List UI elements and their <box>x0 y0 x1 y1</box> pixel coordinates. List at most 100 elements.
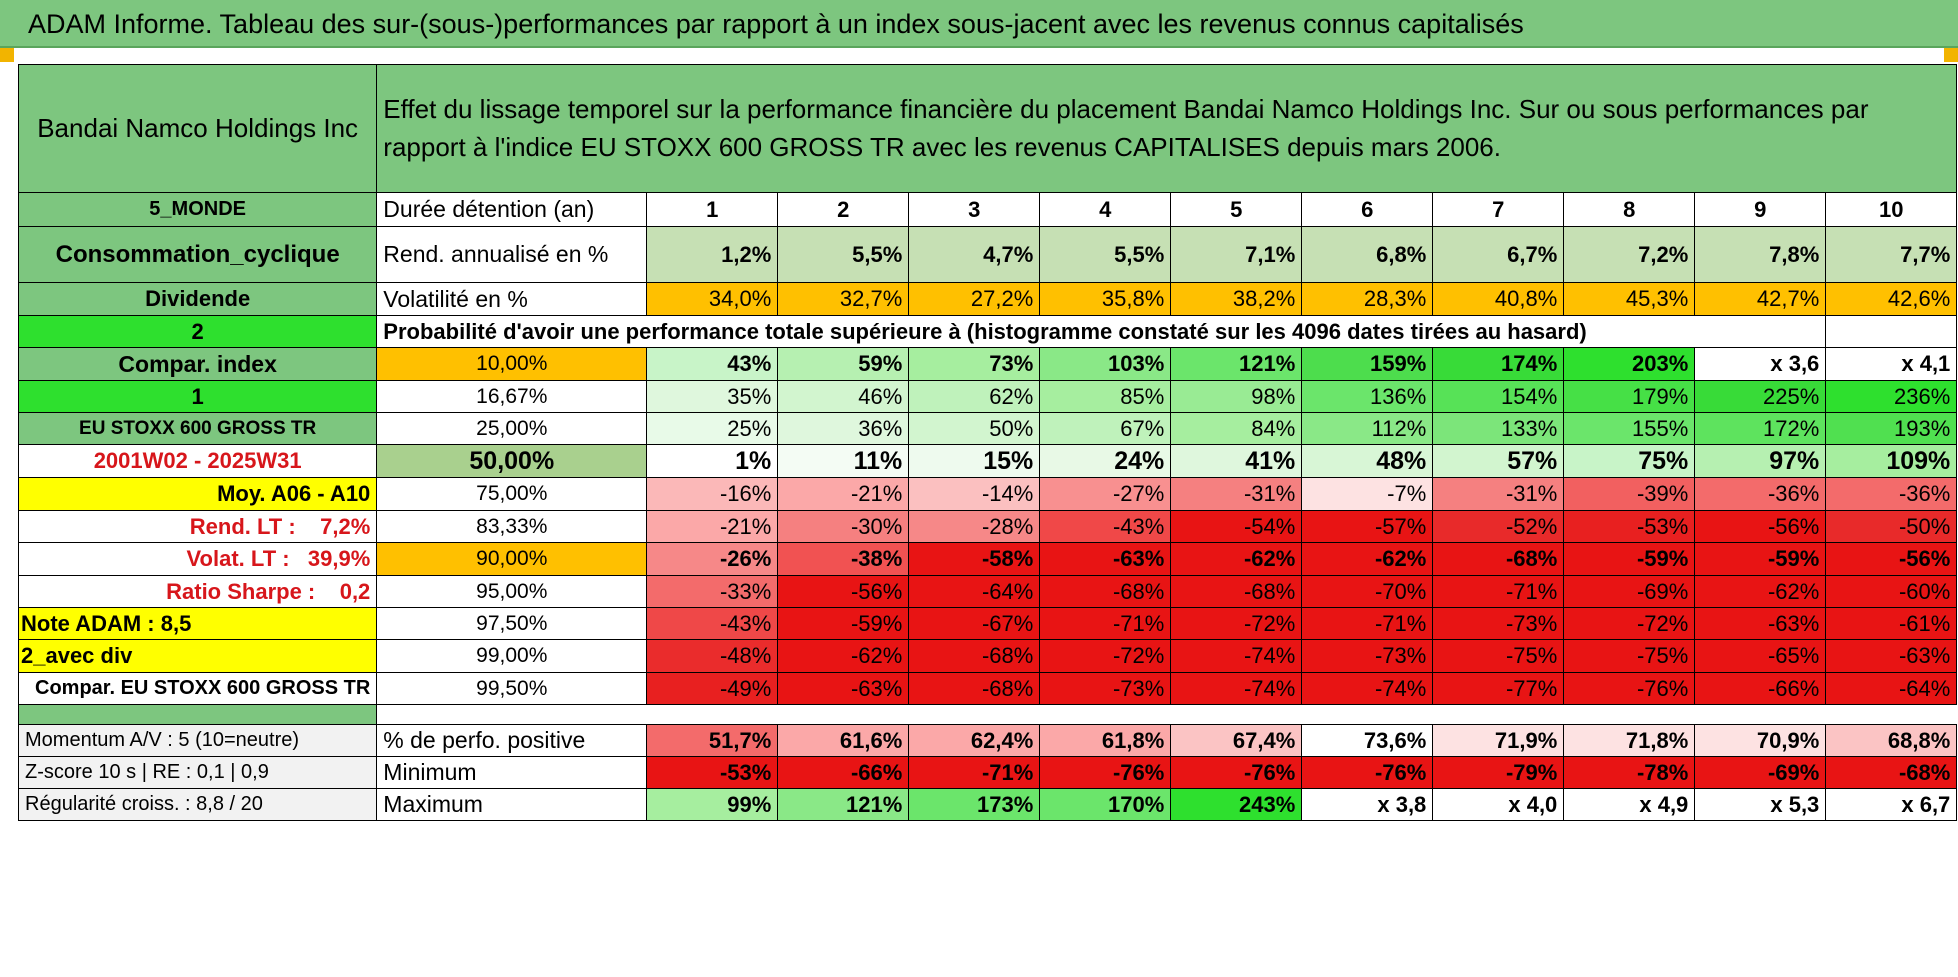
percentile-value: -65% <box>1694 639 1827 673</box>
percentile-value: 154% <box>1432 380 1565 413</box>
percentile-value: -67% <box>908 607 1041 640</box>
stat-value: x 6,7 <box>1825 788 1958 821</box>
percentile-value: -54% <box>1170 510 1303 543</box>
percentile-label: 75,00% <box>376 477 648 511</box>
vol-value: 27,2% <box>908 282 1041 316</box>
rend-value: 6,8% <box>1301 226 1434 283</box>
percentile-label: 95,00% <box>376 575 648 608</box>
vol-value: 34,0% <box>646 282 779 316</box>
percentile-value: -71% <box>1432 575 1565 608</box>
percentile-label: 97,50% <box>376 607 648 640</box>
vol-value: 42,6% <box>1825 282 1958 316</box>
percentile-value: 43% <box>646 347 779 381</box>
percentile-value: -63% <box>777 672 910 705</box>
percentile-value: 59% <box>777 347 910 381</box>
rend-value: 5,5% <box>777 226 910 283</box>
percentile-value: -56% <box>777 575 910 608</box>
percentile-value: -68% <box>908 672 1041 705</box>
stat-value: -76% <box>1039 756 1172 789</box>
percentile-value: -62% <box>1301 542 1434 576</box>
percentile-value: -33% <box>646 575 779 608</box>
vol-value: 32,7% <box>777 282 910 316</box>
percentile-value: -72% <box>1170 607 1303 640</box>
performance-table: Bandai Namco Holdings Inc Effet du lissa… <box>17 64 1958 821</box>
side-info-cell: Volat. LT : 39,9% <box>17 542 378 576</box>
side-info-cell: Moy. A06 - A10 <box>17 477 378 511</box>
zone-label: 5_MONDE <box>17 192 378 227</box>
percentile-value: 15% <box>908 444 1041 478</box>
rend-value: 6,7% <box>1432 226 1565 283</box>
rend-value: 7,1% <box>1170 226 1303 283</box>
stat-label: Maximum <box>376 788 648 821</box>
percentile-value: 193% <box>1825 412 1958 445</box>
percentile-value: -73% <box>1301 639 1434 673</box>
empty-cell <box>1825 315 1958 348</box>
stat-label: % de perfo. positive <box>376 724 648 757</box>
percentile-value: -61% <box>1825 607 1958 640</box>
rend-value: 5,5% <box>1039 226 1172 283</box>
stat-value: x 5,3 <box>1694 788 1827 821</box>
side-info-cell: Compar. EU STOXX 600 GROSS TR <box>17 672 378 705</box>
side-info-cell: Compar. index <box>17 347 378 381</box>
year-header-4: 4 <box>1039 192 1172 227</box>
sector-label: Consommation_cyclique <box>17 226 378 283</box>
percentile-value: 48% <box>1301 444 1434 478</box>
stat-value: 173% <box>908 788 1041 821</box>
stat-value: -76% <box>1301 756 1434 789</box>
percentile-value: -68% <box>908 639 1041 673</box>
percentile-value: 24% <box>1039 444 1172 478</box>
percentile-value: -31% <box>1432 477 1565 511</box>
percentile-value: -63% <box>1694 607 1827 640</box>
percentile-value: x 3,6 <box>1694 347 1827 381</box>
percentile-value: -59% <box>1563 542 1696 576</box>
stat-value: 243% <box>1170 788 1303 821</box>
stat-value: 68,8% <box>1825 724 1958 757</box>
percentile-value: 98% <box>1170 380 1303 413</box>
stat-value: -71% <box>908 756 1041 789</box>
percentile-value: 109% <box>1825 444 1958 478</box>
vol-value: 38,2% <box>1170 282 1303 316</box>
percentile-value: -62% <box>1170 542 1303 576</box>
stat-value: -69% <box>1694 756 1827 789</box>
percentile-value: -27% <box>1039 477 1172 511</box>
percentile-value: -77% <box>1432 672 1565 705</box>
percentile-value: -38% <box>777 542 910 576</box>
percentile-value: 97% <box>1694 444 1827 478</box>
empty-cell <box>1694 315 1827 348</box>
percentile-value: -28% <box>908 510 1041 543</box>
percentile-value: -71% <box>1039 607 1172 640</box>
stat-value: 70,9% <box>1694 724 1827 757</box>
rend-label: Rend. annualisé en % <box>376 226 648 283</box>
percentile-value: -58% <box>908 542 1041 576</box>
percentile-value: -36% <box>1694 477 1827 511</box>
percentile-value: 174% <box>1432 347 1565 381</box>
percentile-value: 103% <box>1039 347 1172 381</box>
stat-side-info: Régularité croiss. : 8,8 / 20 <box>17 788 378 821</box>
table-description: Effet du lissage temporel sur la perform… <box>376 64 1958 193</box>
percentile-value: 159% <box>1301 347 1434 381</box>
percentile-value: -43% <box>1039 510 1172 543</box>
percentile-value: -21% <box>646 510 779 543</box>
percentile-value: -64% <box>1825 672 1958 705</box>
stat-value: 73,6% <box>1301 724 1434 757</box>
percentile-value: -31% <box>1170 477 1303 511</box>
percentile-value: -16% <box>646 477 779 511</box>
stat-value: -66% <box>777 756 910 789</box>
rend-value: 4,7% <box>908 226 1041 283</box>
side-info-cell: 2001W02 - 2025W31 <box>17 444 378 478</box>
percentile-value: 236% <box>1825 380 1958 413</box>
percentile-value: -30% <box>777 510 910 543</box>
percentile-label: 90,00% <box>376 542 648 576</box>
percentile-value: 112% <box>1301 412 1434 445</box>
stat-value: x 3,8 <box>1301 788 1434 821</box>
percentile-value: -76% <box>1563 672 1696 705</box>
percentile-value: -62% <box>1694 575 1827 608</box>
percentile-value: -26% <box>646 542 779 576</box>
vol-value: 42,7% <box>1694 282 1827 316</box>
percentile-value: -43% <box>646 607 779 640</box>
spacer-cell <box>17 704 378 725</box>
percentile-value: -74% <box>1170 672 1303 705</box>
percentile-value: -62% <box>777 639 910 673</box>
rend-value: 7,8% <box>1694 226 1827 283</box>
percentile-value: 84% <box>1170 412 1303 445</box>
